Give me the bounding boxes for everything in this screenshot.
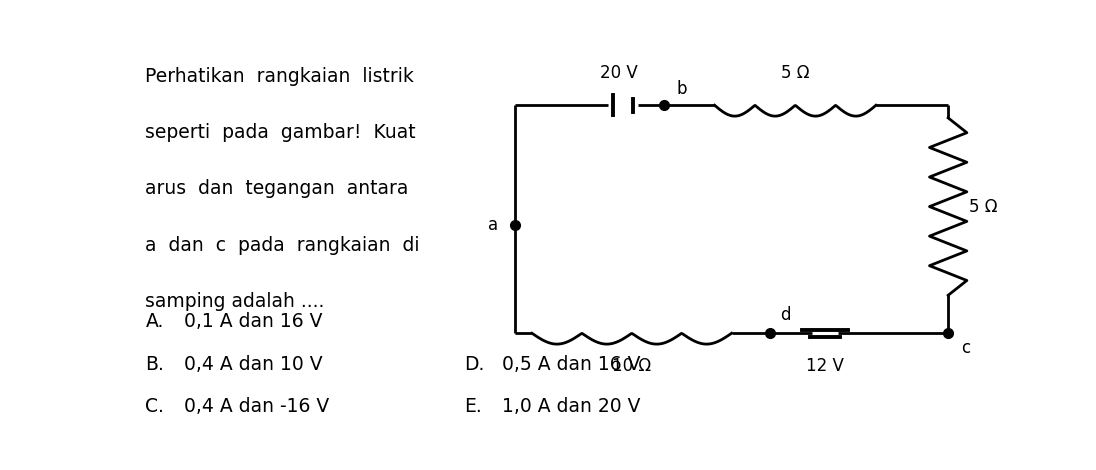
Text: 0,4 A dan 10 V: 0,4 A dan 10 V — [184, 355, 322, 374]
Text: a: a — [488, 216, 498, 234]
Text: 12 V: 12 V — [806, 357, 844, 375]
Text: 5 Ω: 5 Ω — [969, 197, 998, 216]
Text: samping adalah ....: samping adalah .... — [146, 291, 324, 311]
Text: arus  dan  tegangan  antara: arus dan tegangan antara — [146, 180, 409, 198]
Text: Perhatikan  rangkaian  listrik: Perhatikan rangkaian listrik — [146, 67, 414, 86]
Text: 0,4 A dan -16 V: 0,4 A dan -16 V — [184, 397, 329, 415]
Text: E.: E. — [464, 397, 482, 415]
Text: C.: C. — [146, 397, 164, 415]
Text: a  dan  c  pada  rangkaian  di: a dan c pada rangkaian di — [146, 235, 420, 255]
Text: d: d — [780, 306, 790, 324]
Text: B.: B. — [146, 355, 164, 374]
Text: 0,5 A dan 16 V: 0,5 A dan 16 V — [502, 355, 641, 374]
Text: A.: A. — [146, 312, 164, 330]
Text: 20 V: 20 V — [600, 64, 638, 82]
Text: b: b — [676, 80, 687, 98]
Text: seperti  pada  gambar!  Kuat: seperti pada gambar! Kuat — [146, 123, 416, 142]
Text: 0,1 A dan 16 V: 0,1 A dan 16 V — [184, 312, 322, 330]
Text: D.: D. — [464, 355, 484, 374]
Text: 1,0 A dan 20 V: 1,0 A dan 20 V — [502, 397, 641, 415]
Text: 10 Ω: 10 Ω — [613, 357, 651, 375]
Text: 5 Ω: 5 Ω — [781, 64, 810, 82]
Text: c: c — [961, 339, 970, 357]
